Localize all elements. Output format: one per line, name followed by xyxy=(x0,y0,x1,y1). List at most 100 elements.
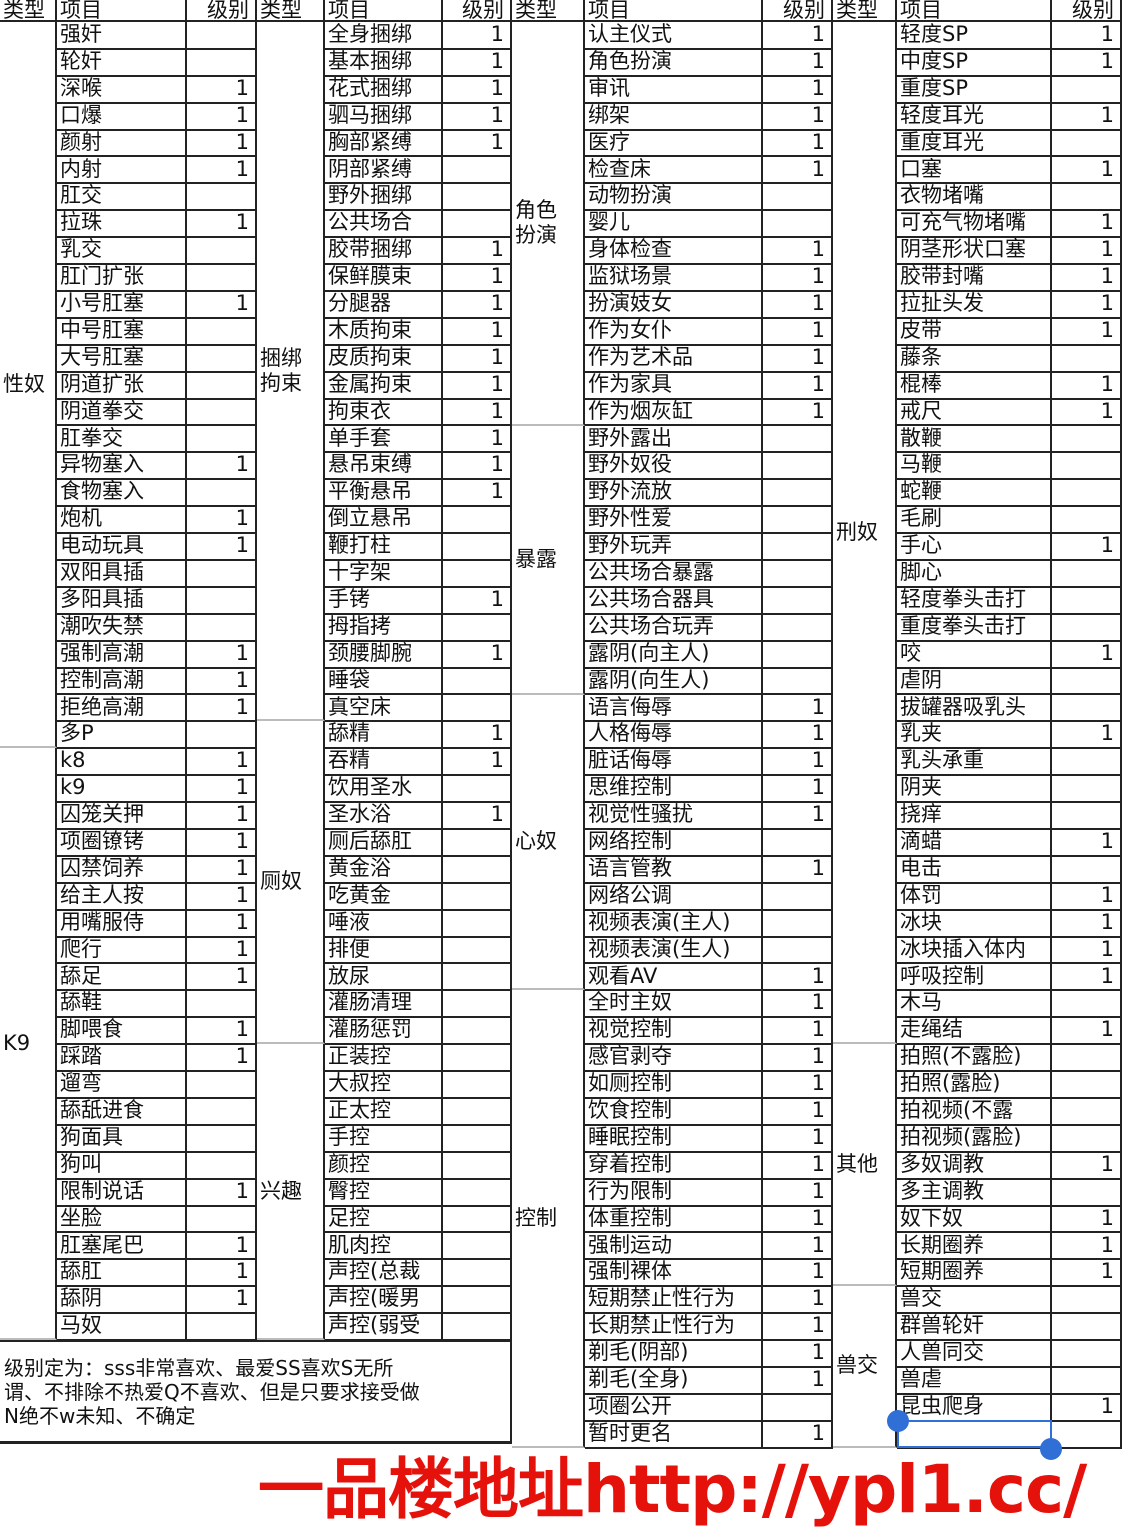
level-cell[interactable] xyxy=(187,1313,257,1342)
type-cell[interactable]: 兴趣 xyxy=(257,1044,325,1341)
level-cell[interactable] xyxy=(187,1151,257,1180)
item-cell[interactable]: 足控 xyxy=(325,1205,443,1234)
item-cell[interactable]: 臀控 xyxy=(325,1178,443,1207)
level-cell[interactable] xyxy=(443,1071,512,1099)
level-cell[interactable] xyxy=(1052,1340,1122,1368)
item-cell[interactable]: 医疗 xyxy=(585,129,763,158)
item-cell[interactable]: 野外捆绑 xyxy=(325,183,443,212)
level-cell[interactable]: 1 xyxy=(763,156,833,185)
type-cell[interactable]: 捆绑拘束 xyxy=(257,22,325,722)
level-cell[interactable] xyxy=(187,586,257,615)
item-cell[interactable]: 倒立悬吊 xyxy=(325,506,443,535)
level-cell[interactable]: 1 xyxy=(187,667,257,696)
level-cell[interactable] xyxy=(763,210,833,239)
item-cell[interactable]: 毛刷 xyxy=(897,506,1052,535)
level-cell[interactable] xyxy=(763,425,833,454)
item-cell[interactable]: 阴夹 xyxy=(897,775,1052,804)
level-cell[interactable]: 1 xyxy=(187,210,257,239)
item-cell[interactable]: 作为家具 xyxy=(585,371,763,400)
item-cell[interactable]: 深喉 xyxy=(57,75,187,104)
item-cell[interactable]: 强奸 xyxy=(57,22,187,50)
item-cell[interactable]: 轮奸 xyxy=(57,48,187,77)
item-cell[interactable]: 手心 xyxy=(897,533,1052,561)
item-cell[interactable]: 皮带 xyxy=(897,317,1052,346)
level-cell[interactable] xyxy=(443,533,512,561)
level-cell[interactable]: 1 xyxy=(187,775,257,804)
item-cell[interactable]: 遛弯 xyxy=(57,1071,187,1099)
level-cell[interactable]: 1 xyxy=(187,1259,257,1288)
level-cell[interactable] xyxy=(443,1124,512,1153)
item-cell[interactable]: 重度拳头击打 xyxy=(897,613,1052,642)
item-cell[interactable]: 强制运动 xyxy=(585,1232,763,1261)
item-cell[interactable]: 肛塞尾巴 xyxy=(57,1232,187,1261)
level-cell[interactable]: 1 xyxy=(187,802,257,830)
level-cell[interactable]: 1 xyxy=(763,1259,833,1288)
level-cell[interactable]: 1 xyxy=(1052,1205,1122,1234)
level-cell[interactable] xyxy=(1052,452,1122,481)
level-cell[interactable] xyxy=(187,560,257,588)
level-cell[interactable]: 1 xyxy=(443,344,512,373)
type-cell[interactable]: 性奴 xyxy=(0,22,57,749)
item-cell[interactable]: 走绳结 xyxy=(897,1017,1052,1046)
level-cell[interactable]: 1 xyxy=(1052,237,1122,266)
level-cell[interactable]: 1 xyxy=(1052,264,1122,292)
type-cell[interactable]: 控制 xyxy=(512,990,585,1448)
level-cell[interactable] xyxy=(1052,344,1122,373)
level-cell[interactable] xyxy=(1052,1367,1122,1395)
item-cell[interactable]: 囚禁饲养 xyxy=(57,855,187,884)
level-cell[interactable] xyxy=(443,613,512,642)
level-cell[interactable]: 1 xyxy=(187,156,257,185)
level-cell[interactable] xyxy=(187,1071,257,1099)
item-cell[interactable]: 脏话侮辱 xyxy=(585,748,763,777)
item-cell[interactable]: 正装控 xyxy=(325,1044,443,1073)
level-cell[interactable]: 1 xyxy=(443,48,512,77)
level-cell[interactable]: 1 xyxy=(187,1286,257,1315)
item-cell[interactable]: 中度SP xyxy=(897,48,1052,77)
level-cell[interactable] xyxy=(187,1124,257,1153)
level-cell[interactable] xyxy=(443,1098,512,1126)
item-cell[interactable]: 基本捆绑 xyxy=(325,48,443,77)
item-cell[interactable]: 冰块 xyxy=(897,909,1052,938)
level-cell[interactable]: 1 xyxy=(443,479,512,508)
item-cell[interactable]: 语言管教 xyxy=(585,855,763,884)
item-cell[interactable]: 肛门扩张 xyxy=(57,264,187,292)
type-cell[interactable]: K9 xyxy=(0,748,57,1341)
level-cell[interactable] xyxy=(1052,1313,1122,1342)
item-cell[interactable]: 食物塞入 xyxy=(57,479,187,508)
item-cell[interactable]: 唾液 xyxy=(325,909,443,938)
level-cell[interactable]: 1 xyxy=(443,398,512,427)
level-cell[interactable]: 1 xyxy=(187,533,257,561)
item-cell[interactable]: 睡眠控制 xyxy=(585,1124,763,1153)
item-cell[interactable]: 舔舐进食 xyxy=(57,1098,187,1126)
item-cell[interactable]: 奴下奴 xyxy=(897,1205,1052,1234)
item-cell[interactable]: 口塞 xyxy=(897,156,1052,185)
level-cell[interactable] xyxy=(1052,1178,1122,1207)
item-cell[interactable]: 可充气物堵嘴 xyxy=(897,210,1052,239)
level-cell[interactable] xyxy=(187,264,257,292)
item-cell[interactable]: 小号肛塞 xyxy=(57,291,187,319)
item-cell[interactable]: 人兽同交 xyxy=(897,1340,1052,1368)
item-cell[interactable]: 长期圈养 xyxy=(897,1232,1052,1261)
item-cell[interactable]: 潮吹失禁 xyxy=(57,613,187,642)
type-cell[interactable]: 其他 xyxy=(833,1044,897,1287)
item-cell[interactable]: 扮演妓女 xyxy=(585,291,763,319)
level-cell[interactable] xyxy=(1052,1286,1122,1315)
item-cell[interactable]: 舔肛 xyxy=(57,1259,187,1288)
item-cell[interactable]: 拘束衣 xyxy=(325,398,443,427)
item-cell[interactable]: 强制裸体 xyxy=(585,1259,763,1288)
item-cell[interactable]: 饮食控制 xyxy=(585,1098,763,1126)
level-cell[interactable] xyxy=(763,479,833,508)
item-cell[interactable]: 体重控制 xyxy=(585,1205,763,1234)
item-cell[interactable]: 十字架 xyxy=(325,560,443,588)
item-cell[interactable]: 灌肠清理 xyxy=(325,990,443,1019)
level-cell[interactable] xyxy=(187,398,257,427)
item-cell[interactable]: 大叔控 xyxy=(325,1071,443,1099)
level-cell[interactable] xyxy=(1052,479,1122,508)
item-cell[interactable]: 虐阴 xyxy=(897,667,1052,696)
level-cell[interactable]: 1 xyxy=(763,1205,833,1234)
item-cell[interactable]: 吃黄金 xyxy=(325,882,443,911)
level-cell[interactable]: 1 xyxy=(443,317,512,346)
level-cell[interactable]: 1 xyxy=(187,75,257,104)
item-cell[interactable]: 金属拘束 xyxy=(325,371,443,400)
level-cell[interactable]: 1 xyxy=(763,1071,833,1099)
